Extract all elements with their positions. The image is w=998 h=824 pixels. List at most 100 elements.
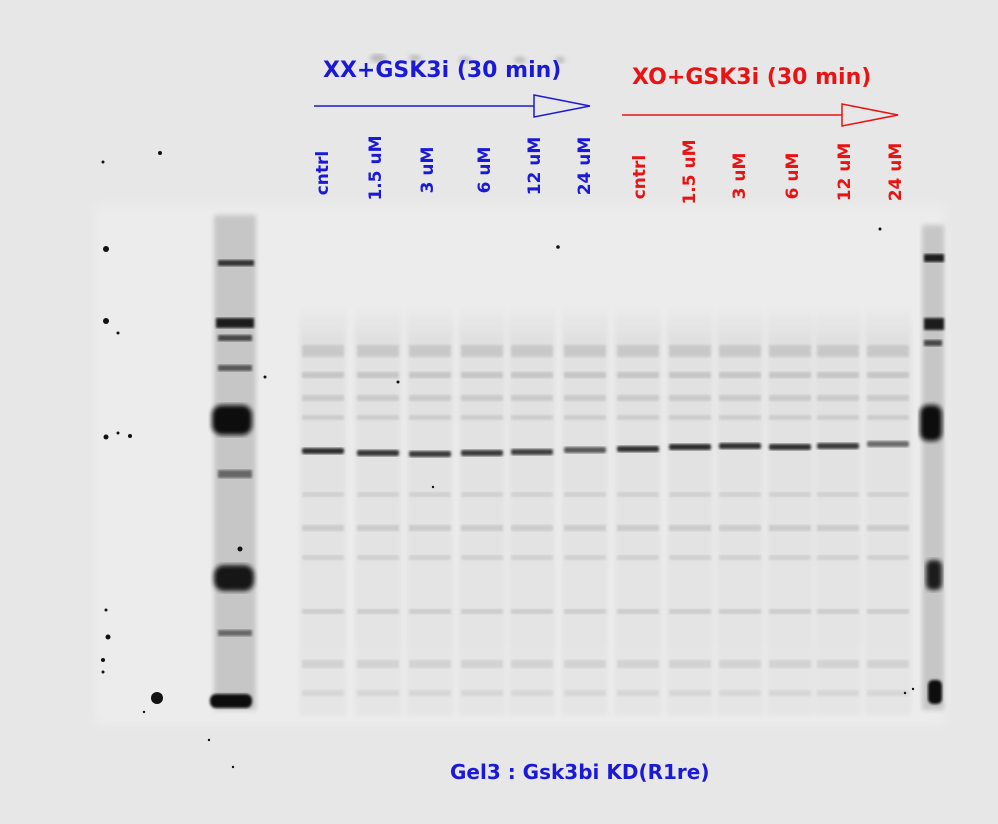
faint-band [617,415,659,420]
faint-band [867,525,909,531]
main-band [511,449,553,455]
faint-band [719,555,761,560]
lane-label-xx-4: 6 uM [475,146,495,194]
faint-band [817,609,859,614]
faint-band [769,555,811,560]
faint-band [817,395,859,401]
ladder-band [218,365,252,371]
faint-band [461,395,503,401]
faint-band [867,395,909,401]
faint-band [867,690,909,696]
ladder-band [216,318,254,328]
faint-band [817,415,859,420]
sample-lane [509,305,555,715]
main-band [302,448,344,454]
faint-band [564,525,606,531]
faint-band [669,690,711,696]
faint-band [617,395,659,401]
faint-band [617,492,659,497]
faint-band [769,395,811,401]
faint-band [357,372,399,378]
faint-band [302,395,344,401]
sample-lane [355,305,401,715]
well-smudges [370,54,565,63]
main-band [669,444,711,450]
sample-lane [717,305,763,715]
faint-band [409,395,451,401]
ladder-band [212,405,252,435]
faint-band [769,609,811,614]
faint-band [769,660,811,668]
ladder-band [218,335,252,341]
faint-band [867,609,909,614]
faint-band [409,372,451,378]
faint-band [302,345,344,357]
main-band [617,446,659,452]
faint-band [511,415,553,420]
ladder-band [214,565,254,591]
faint-band [669,395,711,401]
arrow-xo [622,103,899,127]
main-band [719,443,761,449]
lane-label-xo-6: 24 uM [886,142,906,202]
lane-label-xx-6: 24 uM [575,136,595,196]
faint-band [817,345,859,357]
faint-band [817,372,859,378]
faint-band [719,395,761,401]
faint-band [357,609,399,614]
main-band [357,450,399,456]
faint-band [669,555,711,560]
sample-lane [459,305,505,715]
sample-lane [767,305,813,715]
faint-band [511,372,553,378]
faint-band [511,345,553,357]
faint-band [564,415,606,420]
sample-lane [615,305,661,715]
sample-lane [667,305,713,715]
faint-band [302,415,344,420]
faint-band [409,690,451,696]
faint-band [511,395,553,401]
lane-label-xx-2: 1.5 uM [366,135,386,201]
faint-band [817,690,859,696]
faint-band [564,372,606,378]
faint-band [769,492,811,497]
faint-band [461,660,503,668]
faint-band [511,492,553,497]
faint-band [302,492,344,497]
faint-band [511,690,553,696]
faint-band [719,525,761,531]
faint-band [817,555,859,560]
sample-lane [815,305,861,715]
faint-band [564,492,606,497]
faint-band [564,660,606,668]
faint-band [817,525,859,531]
ladder-band [924,318,944,330]
group-title-xo: XO+GSK3i (30 min) [632,65,872,90]
sample-lane [865,305,911,715]
faint-band [867,415,909,420]
faint-band [617,525,659,531]
faint-band [669,415,711,420]
faint-band [617,555,659,560]
faint-band [461,415,503,420]
lane-label-xo-3: 3 uM [730,152,750,200]
main-band [817,443,859,449]
faint-band [769,690,811,696]
gel-caption: Gel3 : Gsk3bi KD(R1re) [450,760,710,784]
faint-band [564,690,606,696]
ladder-band [218,470,252,478]
faint-band [617,345,659,357]
faint-band [357,555,399,560]
main-band [409,451,451,457]
faint-band [357,492,399,497]
faint-band [409,345,451,357]
faint-band [461,555,503,560]
faint-band [617,690,659,696]
faint-band [302,609,344,614]
sample-lane [407,305,453,715]
faint-band [669,525,711,531]
faint-band [719,345,761,357]
